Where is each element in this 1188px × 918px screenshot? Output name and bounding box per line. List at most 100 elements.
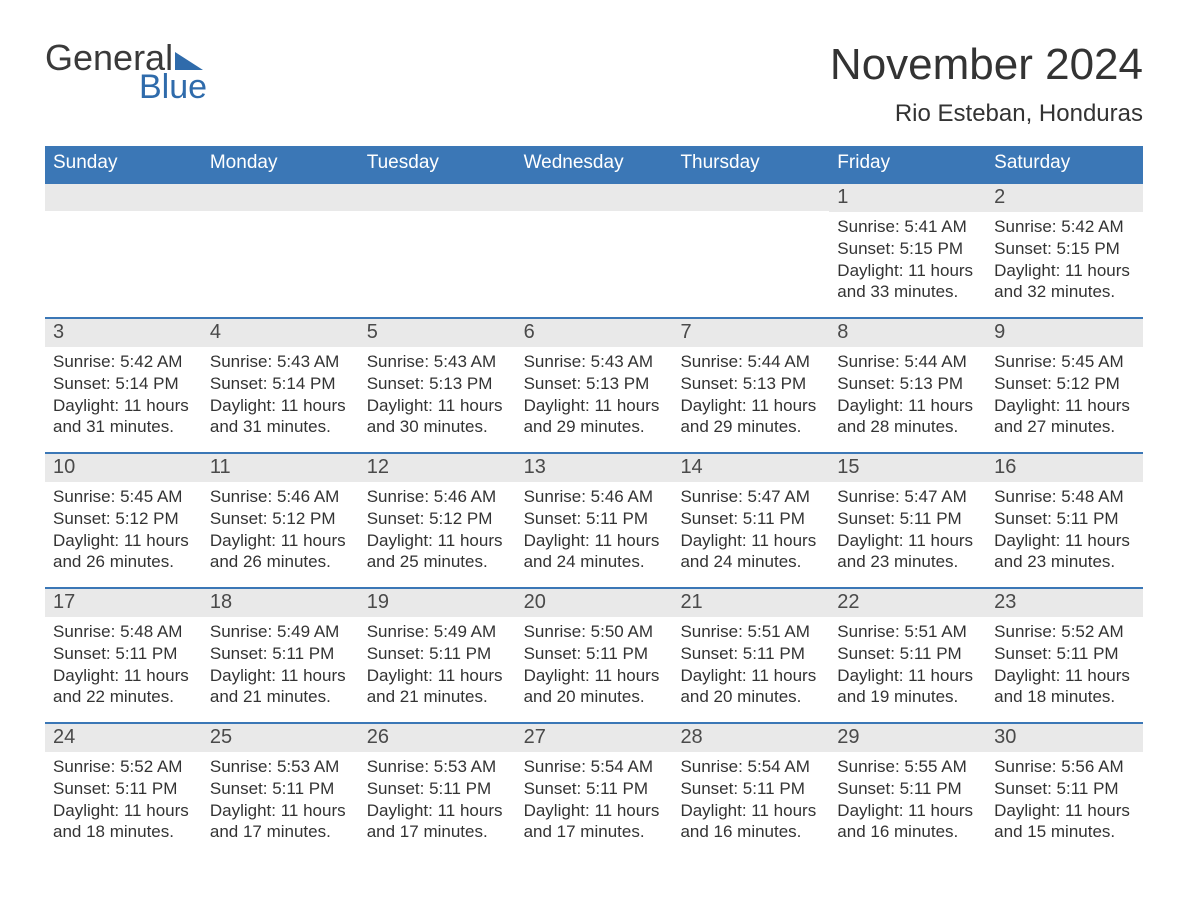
week-row: 17Sunrise: 5:48 AMSunset: 5:11 PMDayligh… xyxy=(45,587,1143,722)
sunset-line: Sunset: 5:11 PM xyxy=(367,643,508,665)
day-body: Sunrise: 5:54 AMSunset: 5:11 PMDaylight:… xyxy=(516,752,673,843)
sunset-line: Sunset: 5:11 PM xyxy=(524,508,665,530)
day-body: Sunrise: 5:53 AMSunset: 5:11 PMDaylight:… xyxy=(202,752,359,843)
sunrise-line: Sunrise: 5:53 AM xyxy=(367,756,508,778)
daylight-line: Daylight: 11 hours and 28 minutes. xyxy=(837,395,978,439)
daylight-line: Daylight: 11 hours and 18 minutes. xyxy=(994,665,1135,709)
daylight-line: Daylight: 11 hours and 21 minutes. xyxy=(367,665,508,709)
sunset-line: Sunset: 5:11 PM xyxy=(524,643,665,665)
day-body: Sunrise: 5:42 AMSunset: 5:14 PMDaylight:… xyxy=(45,347,202,438)
sunset-line: Sunset: 5:11 PM xyxy=(837,778,978,800)
day-cell: 23Sunrise: 5:52 AMSunset: 5:11 PMDayligh… xyxy=(986,589,1143,708)
day-cell: 19Sunrise: 5:49 AMSunset: 5:11 PMDayligh… xyxy=(359,589,516,708)
daylight-line: Daylight: 11 hours and 26 minutes. xyxy=(210,530,351,574)
sunrise-line: Sunrise: 5:50 AM xyxy=(524,621,665,643)
week-row: 1Sunrise: 5:41 AMSunset: 5:15 PMDaylight… xyxy=(45,182,1143,317)
location-label: Rio Esteban, Honduras xyxy=(830,100,1143,128)
empty-day xyxy=(516,184,673,211)
day-number: 18 xyxy=(202,589,359,617)
day-cell: 5Sunrise: 5:43 AMSunset: 5:13 PMDaylight… xyxy=(359,319,516,438)
title-block: November 2024 Rio Esteban, Honduras xyxy=(830,40,1143,128)
day-body: Sunrise: 5:46 AMSunset: 5:11 PMDaylight:… xyxy=(516,482,673,573)
sunrise-line: Sunrise: 5:44 AM xyxy=(680,351,821,373)
day-body: Sunrise: 5:42 AMSunset: 5:15 PMDaylight:… xyxy=(986,212,1143,303)
sunset-line: Sunset: 5:11 PM xyxy=(53,778,194,800)
day-number: 11 xyxy=(202,454,359,482)
day-number: 16 xyxy=(986,454,1143,482)
day-cell xyxy=(516,184,673,303)
day-body: Sunrise: 5:44 AMSunset: 5:13 PMDaylight:… xyxy=(672,347,829,438)
weekday-friday: Friday xyxy=(829,146,986,182)
sunset-line: Sunset: 5:11 PM xyxy=(680,778,821,800)
day-body: Sunrise: 5:43 AMSunset: 5:14 PMDaylight:… xyxy=(202,347,359,438)
sunrise-line: Sunrise: 5:45 AM xyxy=(53,486,194,508)
daylight-line: Daylight: 11 hours and 19 minutes. xyxy=(837,665,978,709)
daylight-line: Daylight: 11 hours and 17 minutes. xyxy=(210,800,351,844)
day-cell: 16Sunrise: 5:48 AMSunset: 5:11 PMDayligh… xyxy=(986,454,1143,573)
daylight-line: Daylight: 11 hours and 24 minutes. xyxy=(524,530,665,574)
page-title: November 2024 xyxy=(830,40,1143,90)
day-number: 19 xyxy=(359,589,516,617)
day-number: 30 xyxy=(986,724,1143,752)
sunrise-line: Sunrise: 5:43 AM xyxy=(524,351,665,373)
logo-text-bottom: Blue xyxy=(139,70,207,104)
day-number: 13 xyxy=(516,454,673,482)
day-cell: 13Sunrise: 5:46 AMSunset: 5:11 PMDayligh… xyxy=(516,454,673,573)
sunrise-line: Sunrise: 5:46 AM xyxy=(524,486,665,508)
sunrise-line: Sunrise: 5:48 AM xyxy=(53,621,194,643)
daylight-line: Daylight: 11 hours and 20 minutes. xyxy=(524,665,665,709)
sunset-line: Sunset: 5:12 PM xyxy=(367,508,508,530)
sunset-line: Sunset: 5:13 PM xyxy=(524,373,665,395)
day-cell xyxy=(359,184,516,303)
day-body: Sunrise: 5:54 AMSunset: 5:11 PMDaylight:… xyxy=(672,752,829,843)
sunset-line: Sunset: 5:12 PM xyxy=(210,508,351,530)
day-cell: 15Sunrise: 5:47 AMSunset: 5:11 PMDayligh… xyxy=(829,454,986,573)
day-cell: 29Sunrise: 5:55 AMSunset: 5:11 PMDayligh… xyxy=(829,724,986,843)
day-cell: 4Sunrise: 5:43 AMSunset: 5:14 PMDaylight… xyxy=(202,319,359,438)
day-number: 3 xyxy=(45,319,202,347)
daylight-line: Daylight: 11 hours and 17 minutes. xyxy=(524,800,665,844)
daylight-line: Daylight: 11 hours and 23 minutes. xyxy=(994,530,1135,574)
weekday-wednesday: Wednesday xyxy=(516,146,673,182)
day-body: Sunrise: 5:52 AMSunset: 5:11 PMDaylight:… xyxy=(45,752,202,843)
day-body: Sunrise: 5:45 AMSunset: 5:12 PMDaylight:… xyxy=(45,482,202,573)
sunset-line: Sunset: 5:11 PM xyxy=(837,508,978,530)
daylight-line: Daylight: 11 hours and 17 minutes. xyxy=(367,800,508,844)
day-number: 2 xyxy=(986,184,1143,212)
day-number: 23 xyxy=(986,589,1143,617)
sunrise-line: Sunrise: 5:42 AM xyxy=(53,351,194,373)
day-number: 25 xyxy=(202,724,359,752)
sunrise-line: Sunrise: 5:51 AM xyxy=(680,621,821,643)
sunrise-line: Sunrise: 5:43 AM xyxy=(367,351,508,373)
day-body: Sunrise: 5:50 AMSunset: 5:11 PMDaylight:… xyxy=(516,617,673,708)
day-number: 1 xyxy=(829,184,986,212)
day-number: 5 xyxy=(359,319,516,347)
daylight-line: Daylight: 11 hours and 26 minutes. xyxy=(53,530,194,574)
daylight-line: Daylight: 11 hours and 27 minutes. xyxy=(994,395,1135,439)
sunrise-line: Sunrise: 5:52 AM xyxy=(994,621,1135,643)
day-cell: 21Sunrise: 5:51 AMSunset: 5:11 PMDayligh… xyxy=(672,589,829,708)
day-cell: 3Sunrise: 5:42 AMSunset: 5:14 PMDaylight… xyxy=(45,319,202,438)
daylight-line: Daylight: 11 hours and 29 minutes. xyxy=(524,395,665,439)
daylight-line: Daylight: 11 hours and 24 minutes. xyxy=(680,530,821,574)
day-cell: 6Sunrise: 5:43 AMSunset: 5:13 PMDaylight… xyxy=(516,319,673,438)
day-number: 12 xyxy=(359,454,516,482)
sunrise-line: Sunrise: 5:53 AM xyxy=(210,756,351,778)
daylight-line: Daylight: 11 hours and 32 minutes. xyxy=(994,260,1135,304)
day-cell: 28Sunrise: 5:54 AMSunset: 5:11 PMDayligh… xyxy=(672,724,829,843)
daylight-line: Daylight: 11 hours and 21 minutes. xyxy=(210,665,351,709)
day-body: Sunrise: 5:41 AMSunset: 5:15 PMDaylight:… xyxy=(829,212,986,303)
sunset-line: Sunset: 5:11 PM xyxy=(837,643,978,665)
day-number: 29 xyxy=(829,724,986,752)
day-cell: 12Sunrise: 5:46 AMSunset: 5:12 PMDayligh… xyxy=(359,454,516,573)
weekday-header-row: SundayMondayTuesdayWednesdayThursdayFrid… xyxy=(45,146,1143,182)
weekday-tuesday: Tuesday xyxy=(359,146,516,182)
calendar: SundayMondayTuesdayWednesdayThursdayFrid… xyxy=(45,146,1143,857)
sunrise-line: Sunrise: 5:43 AM xyxy=(210,351,351,373)
day-cell: 30Sunrise: 5:56 AMSunset: 5:11 PMDayligh… xyxy=(986,724,1143,843)
sunset-line: Sunset: 5:14 PM xyxy=(53,373,194,395)
sunrise-line: Sunrise: 5:54 AM xyxy=(524,756,665,778)
weekday-thursday: Thursday xyxy=(672,146,829,182)
sunrise-line: Sunrise: 5:56 AM xyxy=(994,756,1135,778)
sunset-line: Sunset: 5:11 PM xyxy=(680,508,821,530)
